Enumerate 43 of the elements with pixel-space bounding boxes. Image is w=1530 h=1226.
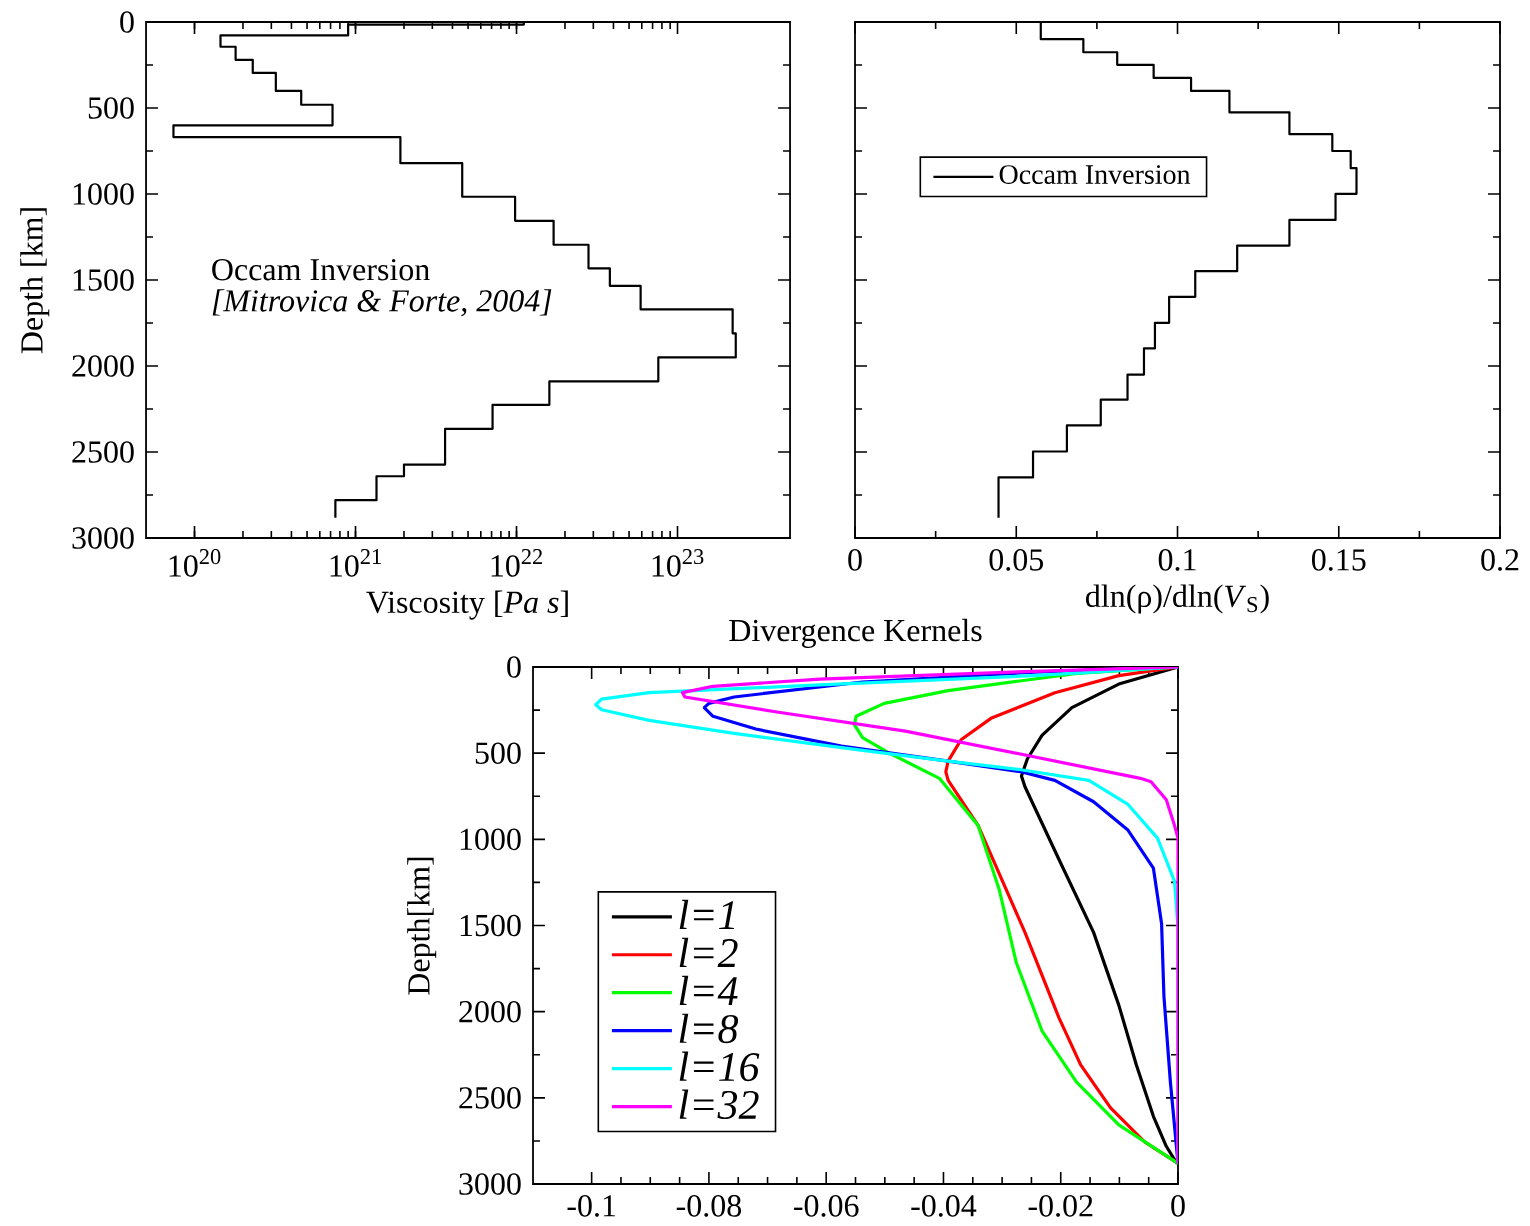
y-tick-label: 2500 — [72, 441, 134, 463]
y-tick-label: 3000 — [72, 527, 134, 549]
y-tick-label: 1000 — [73, 183, 134, 205]
x-axis-title: Viscosity [Pa s] — [366, 590, 568, 620]
y-axis-title: Depth [km] — [20, 208, 50, 354]
x-tick-label: 0.1 — [1158, 549, 1196, 571]
y-tick-label: 1500 — [73, 269, 134, 291]
annotation: [Mitrovica & Forte, 2004] — [212, 289, 552, 317]
y-tick-label: 2000 — [459, 1000, 521, 1023]
legend-label: l=4 — [679, 975, 738, 1005]
legend-label: l=2 — [679, 937, 738, 967]
y-tick-label: 1500 — [460, 914, 521, 937]
x-tick-label: -0.06 — [794, 1195, 859, 1217]
y-tick-label: 500 — [475, 742, 521, 764]
legend-label: l=16 — [679, 1051, 760, 1082]
x-tick-label: 0 — [1171, 1195, 1185, 1217]
x-tick-label: 0.05 — [989, 549, 1043, 571]
y-tick-label: 2000 — [72, 355, 134, 377]
y-tick-label: 500 — [88, 97, 134, 119]
y-tick-label: 1000 — [460, 828, 521, 851]
x-tick-label: 10$^{23}$ — [652, 549, 704, 577]
x-tick-label: -0.08 — [676, 1195, 742, 1217]
x-tick-label: 10$^{21}$ — [330, 549, 381, 577]
x-tick-label: -0.02 — [1028, 1195, 1093, 1217]
y-tick-label: 0 — [120, 11, 134, 33]
x-tick-label: -0.04 — [911, 1195, 977, 1217]
annotation: Occam Inversion — [212, 258, 430, 281]
y-tick-label: 3000 — [459, 1173, 521, 1195]
y-axis-title: Depth[km] — [407, 857, 437, 995]
x-tick-label: 0.2 — [1481, 549, 1519, 571]
y-tick-label: 2500 — [459, 1087, 521, 1109]
x-tick-label: 10$^{20}$ — [169, 549, 221, 577]
legend-label: Occam Inversion — [999, 165, 1191, 184]
legend-label: l=8 — [679, 1013, 739, 1044]
x-tick-label: 0.15 — [1311, 549, 1366, 571]
legend-label: l=32 — [679, 1089, 759, 1120]
x-tick-label: -0.1 — [567, 1195, 616, 1217]
legend-label: l=1 — [679, 899, 735, 929]
chart-title: Divergence Kernels — [729, 618, 982, 648]
x-axis-title: dln(ρ)/dln(V$_{S}$) — [1086, 584, 1269, 614]
y-tick-label: 0 — [507, 656, 521, 678]
x-tick-label: 0 — [848, 549, 862, 571]
x-tick-label: 10$^{22}$ — [491, 549, 542, 577]
